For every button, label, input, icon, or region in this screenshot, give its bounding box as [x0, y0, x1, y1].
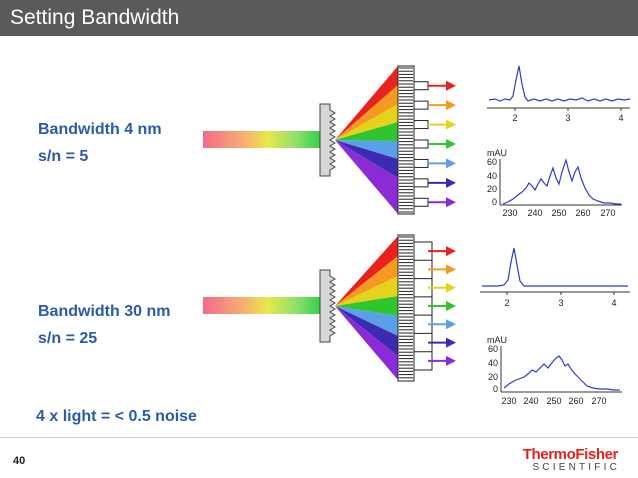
output-arrow-head [446, 337, 456, 348]
top-spectrum-y-tick: 0 [492, 197, 497, 207]
bottom-light-beam [203, 297, 320, 314]
output-arrow-head [446, 264, 456, 275]
slit-cell [413, 178, 429, 188]
bottom-spectrum-y-tick: 0 [493, 384, 498, 394]
top-spectrum-x-tick: 240 [527, 208, 542, 218]
output-arrow-head [446, 246, 456, 257]
top-spectrum-y-tick: 60 [487, 157, 497, 167]
output-arrow-head [446, 355, 456, 366]
top-chromatogram: 2 3 4 [487, 65, 631, 123]
bottom-spectrum: mAU 60 40 20 0 230 240 250 260 270 [487, 335, 622, 406]
top-optical-assembly [203, 65, 456, 215]
bottom-spectrum-x-tick: 270 [591, 396, 606, 406]
bottom-spectrum-trace [503, 355, 620, 391]
bottom-diode-array [397, 234, 415, 382]
logo-subtitle: SCIENTIFIC [532, 462, 620, 473]
bottom-bandwidth-label: Bandwidth 30 nm [38, 303, 171, 320]
top-chrom-tick-label: 4 [618, 113, 623, 123]
bottom-chrom-tick-label: 2 [504, 298, 509, 308]
slit-cell [413, 120, 429, 130]
top-spectrum-unit: mAU [487, 148, 507, 158]
bottom-chrom-tick-label: 4 [611, 298, 616, 308]
title-bar [0, 0, 638, 36]
logo-wordmark: ThermoFisher [522, 446, 619, 463]
top-spectrum-x-tick: 230 [502, 208, 517, 218]
bottom-optical-assembly [203, 234, 456, 382]
bottom-chromatogram: 2 3 4 [480, 247, 630, 308]
bottom-spectrum-x-tick: 260 [568, 396, 583, 406]
top-chromatogram-trace [488, 65, 631, 102]
top-dispersion-fan [335, 66, 398, 214]
bottom-spectrum-y-tick: 60 [488, 344, 498, 354]
bottom-spectrum-y-tick: 20 [488, 372, 498, 382]
top-chrom-tick-label: 3 [565, 113, 570, 123]
bottom-spectrum-unit: mAU [487, 335, 507, 345]
diode-array-body [397, 65, 415, 215]
top-spectrum: mAU 60 40 20 0 230 240 250 260 270 [487, 148, 622, 218]
slide-title: Setting Bandwidth [10, 6, 180, 29]
slit-cell [413, 81, 429, 91]
slit-cell [413, 197, 429, 207]
output-arrow-head [446, 158, 456, 169]
top-light-beam [203, 131, 320, 148]
top-sn-label: s/n = 5 [38, 148, 89, 165]
bottom-spectrum-x-tick: 230 [501, 396, 516, 406]
summary-text: 4 x light = < 0.5 noise [36, 408, 197, 425]
bottom-chromatogram-trace [482, 247, 628, 287]
output-arrow-head [446, 177, 456, 188]
company-logo: ThermoFisher SCIENTIFIC [510, 446, 626, 476]
bottom-sn-label: s/n = 25 [38, 330, 98, 347]
slit-cell [413, 158, 429, 168]
top-spectrum-x-tick: 250 [551, 208, 566, 218]
output-arrow-head [446, 100, 456, 111]
top-spectrum-x-tick: 260 [575, 208, 590, 218]
output-arrow-head [446, 319, 456, 330]
top-output-arrows [413, 80, 456, 208]
footer-divider [0, 437, 638, 438]
output-arrow-head [446, 119, 456, 130]
output-arrow-head [446, 301, 456, 311]
bottom-spectrum-x-tick: 240 [523, 396, 538, 406]
output-arrow-head [446, 282, 456, 293]
output-arrow-head [446, 80, 456, 91]
slit-cell [413, 139, 429, 149]
top-bandwidth-label: Bandwidth 4 nm [38, 121, 162, 138]
top-spectrum-x-tick: 270 [600, 208, 615, 218]
top-chrom-tick-label: 2 [512, 113, 517, 123]
output-arrow-head [446, 139, 456, 149]
output-arrow-head [446, 197, 456, 208]
top-spectrum-trace [502, 157, 621, 205]
bottom-grating-icon [319, 269, 336, 343]
bottom-spectrum-y-tick: 40 [488, 358, 498, 368]
top-diode-array [397, 65, 415, 215]
page-number: 40 [13, 455, 26, 467]
bottom-spectrum-x-tick: 250 [546, 396, 561, 406]
bottom-dispersion-fan [335, 236, 398, 380]
slit-cell [413, 100, 429, 110]
top-spectrum-y-tick: 40 [487, 171, 497, 181]
top-grating-icon [319, 103, 336, 177]
top-spectrum-y-tick: 20 [487, 184, 497, 194]
bottom-output-arrows [413, 241, 456, 371]
bottom-chrom-tick-label: 3 [558, 298, 563, 308]
